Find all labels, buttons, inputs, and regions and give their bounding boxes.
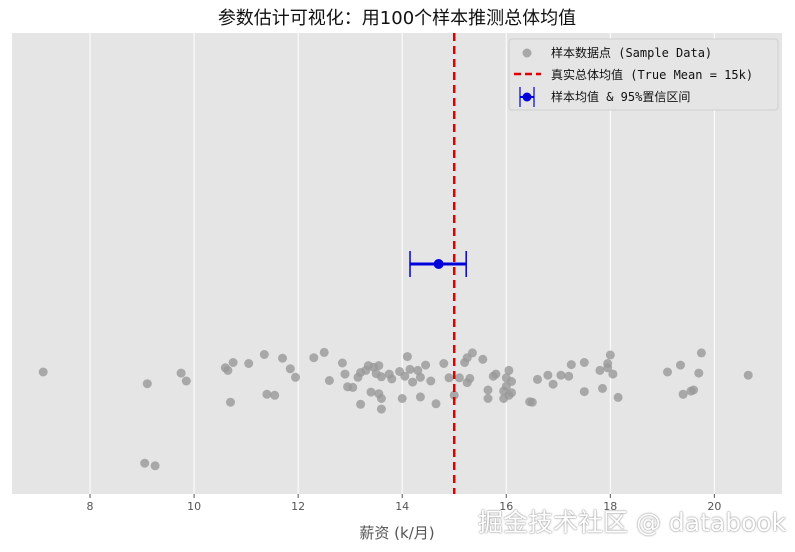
sample-point bbox=[285, 364, 295, 374]
sample-point bbox=[181, 376, 191, 386]
sample-point bbox=[408, 377, 418, 387]
x-tick-label: 20 bbox=[707, 500, 721, 513]
sample-point bbox=[38, 367, 48, 377]
sample-point bbox=[696, 348, 706, 358]
ci-errorbar bbox=[409, 251, 467, 277]
sample-point bbox=[397, 394, 407, 403]
sample-point bbox=[595, 365, 605, 375]
sample-point bbox=[356, 399, 366, 409]
sample-point bbox=[226, 397, 235, 407]
sample-point bbox=[483, 385, 493, 395]
sample-point bbox=[603, 359, 613, 368]
legend: 样本数据点 (Sample Data) 真实总体均值 (True Mean = … bbox=[508, 38, 779, 111]
sample-point bbox=[142, 379, 152, 389]
sample-point bbox=[543, 370, 553, 380]
sample-point bbox=[507, 377, 516, 386]
sample-point bbox=[454, 373, 464, 383]
sample-point bbox=[348, 382, 358, 392]
legend-sample-label: 样本数据点 (Sample Data) bbox=[551, 45, 712, 60]
legend-sample-marker bbox=[522, 48, 532, 58]
x-tick-label: 18 bbox=[603, 500, 617, 513]
legend-errorbar-marker bbox=[519, 87, 535, 107]
sample-point bbox=[337, 358, 347, 368]
sample-point bbox=[376, 372, 386, 382]
sample-point bbox=[405, 364, 415, 374]
sample-point bbox=[415, 372, 425, 382]
sample-point bbox=[689, 385, 699, 395]
sample-point bbox=[663, 367, 672, 377]
legend-mean-label: 真实总体均值 (True Mean = 15k) bbox=[551, 67, 753, 82]
sample-point bbox=[743, 370, 753, 380]
x-tick-label: 16 bbox=[499, 500, 513, 513]
sample-point bbox=[340, 369, 350, 379]
sample-point bbox=[439, 359, 449, 368]
sample-point bbox=[613, 392, 623, 402]
sample-point bbox=[366, 387, 376, 397]
sample-point bbox=[415, 392, 425, 402]
sample-point bbox=[426, 376, 436, 386]
x-tick-label: 8 bbox=[87, 500, 94, 513]
sample-point bbox=[228, 358, 238, 367]
sample-point bbox=[444, 373, 454, 383]
sample-point bbox=[176, 368, 186, 378]
sample-point bbox=[309, 353, 319, 363]
sample-point bbox=[402, 352, 412, 362]
x-axis-label: 薪资 (k/月) bbox=[359, 524, 434, 542]
sample-point bbox=[291, 372, 300, 382]
sample-point bbox=[413, 365, 423, 375]
sample-point bbox=[324, 376, 334, 385]
sample-point bbox=[564, 371, 574, 381]
watermark: 掘金技术社区 @ databook bbox=[478, 508, 787, 537]
sample-point bbox=[400, 371, 410, 381]
sample-point bbox=[678, 389, 688, 399]
sample-mean-point bbox=[433, 259, 444, 269]
sample-point bbox=[374, 361, 384, 371]
sample-point bbox=[421, 360, 431, 370]
sample-point bbox=[319, 347, 329, 357]
sample-point bbox=[579, 358, 589, 367]
sample-point bbox=[431, 399, 441, 409]
sample-point bbox=[556, 370, 566, 380]
sample-point bbox=[278, 353, 287, 363]
sample-point bbox=[140, 458, 150, 468]
sample-point bbox=[566, 360, 576, 370]
sample-point bbox=[533, 374, 542, 384]
sample-point bbox=[244, 359, 254, 368]
sample-point bbox=[548, 379, 558, 389]
sample-point bbox=[491, 369, 501, 379]
sample-point bbox=[527, 397, 537, 407]
sample-point bbox=[694, 368, 704, 378]
sample-point bbox=[504, 365, 514, 375]
legend-ci-label: 样本均值 & 95%置信区间 bbox=[551, 89, 690, 104]
sample-point bbox=[376, 404, 386, 414]
sample-point bbox=[598, 383, 607, 393]
x-tick-label: 14 bbox=[395, 500, 409, 513]
sample-point bbox=[579, 387, 589, 397]
sample-point bbox=[449, 390, 459, 400]
grid bbox=[89, 33, 715, 494]
sample-point bbox=[507, 388, 516, 398]
sample-point bbox=[262, 389, 272, 399]
sample-point bbox=[478, 354, 488, 364]
sample-point bbox=[605, 350, 615, 360]
sample-point bbox=[150, 461, 160, 471]
x-tick-label: 10 bbox=[187, 500, 201, 513]
sample-point bbox=[259, 350, 269, 359]
sample-point bbox=[676, 360, 685, 370]
legend-box bbox=[508, 38, 779, 111]
x-tick-label: 12 bbox=[291, 500, 305, 513]
sample-point bbox=[608, 369, 618, 379]
sample-point bbox=[483, 394, 493, 403]
sample-point bbox=[223, 365, 233, 375]
sample-point bbox=[376, 394, 386, 403]
sample-point bbox=[467, 348, 477, 358]
sample-point bbox=[270, 390, 280, 400]
sample-points bbox=[38, 347, 753, 471]
chart-title: 参数估计可视化：用100个样本推测总体均值 bbox=[218, 8, 576, 29]
sample-point bbox=[465, 373, 475, 383]
x-ticks: 8 10 12 14 16 18 20 bbox=[87, 494, 721, 513]
sample-point bbox=[387, 374, 397, 384]
